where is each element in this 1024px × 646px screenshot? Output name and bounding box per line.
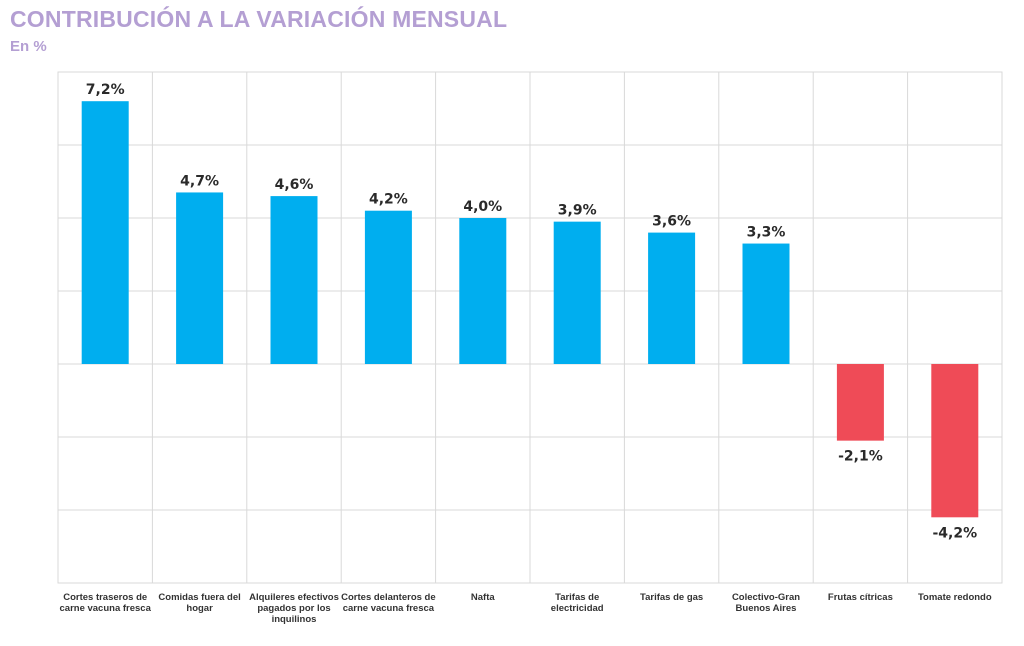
- bar: [364, 210, 412, 364]
- data-label: 3,6%: [652, 214, 691, 230]
- category-label: electricidad: [551, 603, 604, 614]
- bar: [270, 196, 318, 364]
- category-label: Buenos Aires: [736, 603, 797, 614]
- category-label: Colectivo-Gran: [732, 592, 800, 603]
- data-label: 4,6%: [275, 177, 314, 193]
- bar: [459, 218, 507, 364]
- data-label: 3,9%: [558, 203, 597, 219]
- data-label: 4,7%: [180, 173, 219, 189]
- bar: [931, 364, 979, 518]
- chart-subtitle: En %: [10, 38, 47, 55]
- category-label: Frutas cítricas: [828, 592, 893, 603]
- category-label: Cortes traseros de: [63, 592, 147, 603]
- category-label: Tomate redondo: [918, 592, 992, 603]
- category-label: carne vacuna fresca: [60, 603, 152, 614]
- category-label: pagados por los: [257, 603, 330, 614]
- data-label: 3,3%: [747, 225, 786, 241]
- data-label: 4,2%: [369, 192, 408, 208]
- bar: [742, 243, 790, 364]
- category-label: hogar: [186, 603, 213, 614]
- category-label: Cortes delanteros de: [341, 592, 436, 603]
- data-label: 7,2%: [86, 82, 125, 98]
- bar: [648, 232, 696, 364]
- bar: [553, 221, 601, 364]
- category-label: carne vacuna fresca: [343, 603, 435, 614]
- category-label: Comidas fuera del: [158, 592, 240, 603]
- bar: [836, 364, 884, 441]
- category-label: Nafta: [471, 592, 495, 603]
- data-label: -4,2%: [932, 525, 977, 541]
- data-label: -2,1%: [838, 449, 883, 465]
- category-label: Tarifas de: [555, 592, 599, 603]
- data-label: 4,0%: [463, 199, 502, 215]
- category-label: Alquileres efectivos: [249, 592, 339, 603]
- category-label: inquilinos: [272, 614, 317, 625]
- category-label: Tarifas de gas: [640, 592, 703, 603]
- chart-title: CONTRIBUCIÓN A LA VARIACIÓN MENSUAL: [10, 6, 508, 32]
- bar: [81, 101, 129, 364]
- bar: [176, 192, 224, 364]
